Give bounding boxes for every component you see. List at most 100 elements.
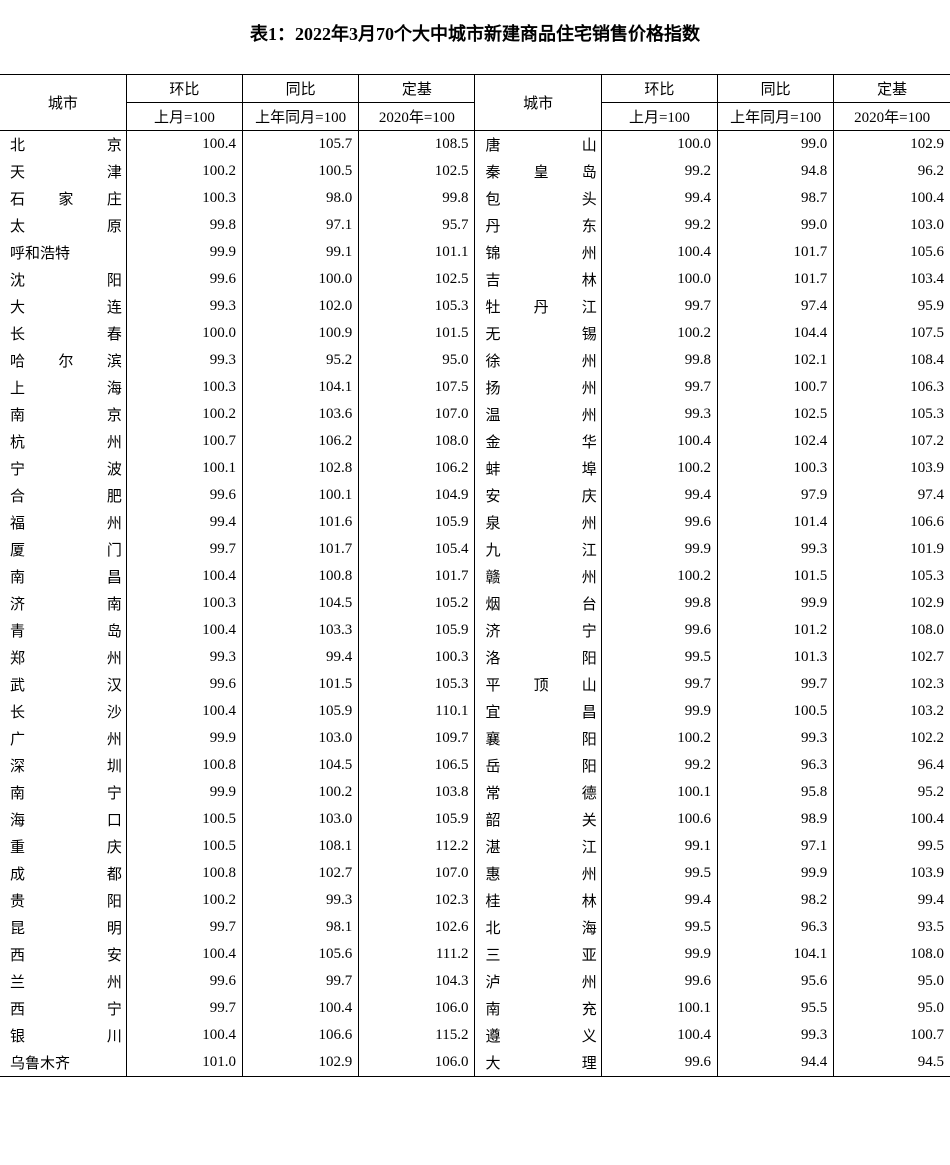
city-cell: 宜昌 xyxy=(475,698,601,725)
value-cell: 94.5 xyxy=(834,1049,950,1077)
table-row: 广州99.9103.0109.7襄阳100.299.3102.2 xyxy=(0,725,950,752)
table-row: 西安100.4105.6111.2三亚99.9104.1108.0 xyxy=(0,941,950,968)
table-title: 表1：2022年3月70个大中城市新建商品住宅销售价格指数 xyxy=(0,20,950,46)
value-cell: 98.1 xyxy=(243,914,359,941)
city-cell: 南宁 xyxy=(0,779,126,806)
value-cell: 106.2 xyxy=(359,455,475,482)
value-cell: 107.2 xyxy=(834,428,950,455)
value-cell: 95.0 xyxy=(834,995,950,1022)
value-cell: 99.4 xyxy=(126,509,242,536)
city-cell: 宁波 xyxy=(0,455,126,482)
table-row: 太原99.897.195.7丹东99.299.0103.0 xyxy=(0,212,950,239)
value-cell: 104.3 xyxy=(359,968,475,995)
value-cell: 95.5 xyxy=(718,995,834,1022)
table-row: 长春100.0100.9101.5无锡100.2104.4107.5 xyxy=(0,320,950,347)
value-cell: 94.8 xyxy=(718,158,834,185)
value-cell: 103.0 xyxy=(243,725,359,752)
city-cell: 秦皇岛 xyxy=(475,158,601,185)
city-cell: 沈阳 xyxy=(0,266,126,293)
city-cell: 三亚 xyxy=(475,941,601,968)
value-cell: 102.3 xyxy=(359,887,475,914)
value-cell: 100.3 xyxy=(359,644,475,671)
value-cell: 99.3 xyxy=(126,347,242,374)
value-cell: 104.5 xyxy=(243,752,359,779)
header-city-right: 城市 xyxy=(475,75,601,131)
value-cell: 101.5 xyxy=(718,563,834,590)
value-cell: 99.2 xyxy=(601,752,717,779)
city-cell: 乌鲁木齐 xyxy=(0,1049,126,1077)
value-cell: 100.4 xyxy=(601,428,717,455)
table-row: 沈阳99.6100.0102.5吉林100.0101.7103.4 xyxy=(0,266,950,293)
value-cell: 105.3 xyxy=(359,293,475,320)
value-cell: 100.1 xyxy=(601,779,717,806)
value-cell: 96.3 xyxy=(718,914,834,941)
value-cell: 99.9 xyxy=(718,860,834,887)
value-cell: 99.9 xyxy=(601,698,717,725)
value-cell: 105.4 xyxy=(359,536,475,563)
value-cell: 101.7 xyxy=(359,563,475,590)
value-cell: 100.4 xyxy=(243,995,359,1022)
value-cell: 99.6 xyxy=(126,671,242,698)
value-cell: 102.1 xyxy=(718,347,834,374)
city-cell: 南昌 xyxy=(0,563,126,590)
value-cell: 99.1 xyxy=(601,833,717,860)
value-cell: 95.2 xyxy=(834,779,950,806)
city-cell: 大连 xyxy=(0,293,126,320)
table-row: 大连99.3102.0105.3牡丹江99.797.495.9 xyxy=(0,293,950,320)
header-col3-top-left: 定基 xyxy=(359,75,475,103)
city-cell: 北海 xyxy=(475,914,601,941)
table-row: 北京100.4105.7108.5唐山100.099.0102.9 xyxy=(0,131,950,159)
city-cell: 兰州 xyxy=(0,968,126,995)
value-cell: 108.0 xyxy=(834,941,950,968)
value-cell: 99.9 xyxy=(126,239,242,266)
table-row: 厦门99.7101.7105.4九江99.999.3101.9 xyxy=(0,536,950,563)
value-cell: 99.8 xyxy=(601,590,717,617)
city-cell: 泉州 xyxy=(475,509,601,536)
value-cell: 99.5 xyxy=(834,833,950,860)
value-cell: 100.6 xyxy=(601,806,717,833)
value-cell: 104.5 xyxy=(243,590,359,617)
table-row: 重庆100.5108.1112.2湛江99.197.199.5 xyxy=(0,833,950,860)
value-cell: 99.9 xyxy=(718,590,834,617)
value-cell: 105.3 xyxy=(834,401,950,428)
value-cell: 108.5 xyxy=(359,131,475,159)
city-cell: 广州 xyxy=(0,725,126,752)
value-cell: 105.7 xyxy=(243,131,359,159)
city-cell: 金华 xyxy=(475,428,601,455)
value-cell: 109.7 xyxy=(359,725,475,752)
value-cell: 99.5 xyxy=(601,644,717,671)
value-cell: 100.0 xyxy=(126,320,242,347)
value-cell: 106.5 xyxy=(359,752,475,779)
city-cell: 丹东 xyxy=(475,212,601,239)
value-cell: 104.1 xyxy=(243,374,359,401)
value-cell: 99.7 xyxy=(126,914,242,941)
value-cell: 95.8 xyxy=(718,779,834,806)
table-row: 西宁99.7100.4106.0南充100.195.595.0 xyxy=(0,995,950,1022)
value-cell: 99.8 xyxy=(601,347,717,374)
city-cell: 九江 xyxy=(475,536,601,563)
city-cell: 哈尔滨 xyxy=(0,347,126,374)
value-cell: 100.8 xyxy=(126,860,242,887)
city-cell: 福州 xyxy=(0,509,126,536)
value-cell: 100.4 xyxy=(601,239,717,266)
table-row: 宁波100.1102.8106.2蚌埠100.2100.3103.9 xyxy=(0,455,950,482)
value-cell: 99.6 xyxy=(601,968,717,995)
value-cell: 102.9 xyxy=(834,590,950,617)
value-cell: 99.4 xyxy=(601,185,717,212)
value-cell: 99.9 xyxy=(601,536,717,563)
value-cell: 101.7 xyxy=(718,266,834,293)
value-cell: 102.9 xyxy=(834,131,950,159)
city-cell: 惠州 xyxy=(475,860,601,887)
city-cell: 南充 xyxy=(475,995,601,1022)
value-cell: 100.3 xyxy=(126,590,242,617)
city-cell: 太原 xyxy=(0,212,126,239)
city-cell: 贵阳 xyxy=(0,887,126,914)
value-cell: 100.4 xyxy=(126,941,242,968)
city-cell: 唐山 xyxy=(475,131,601,159)
header-col1-sub-right: 上月=100 xyxy=(601,103,717,131)
value-cell: 100.0 xyxy=(601,131,717,159)
city-cell: 上海 xyxy=(0,374,126,401)
city-cell: 桂林 xyxy=(475,887,601,914)
value-cell: 100.3 xyxy=(126,185,242,212)
value-cell: 105.6 xyxy=(834,239,950,266)
